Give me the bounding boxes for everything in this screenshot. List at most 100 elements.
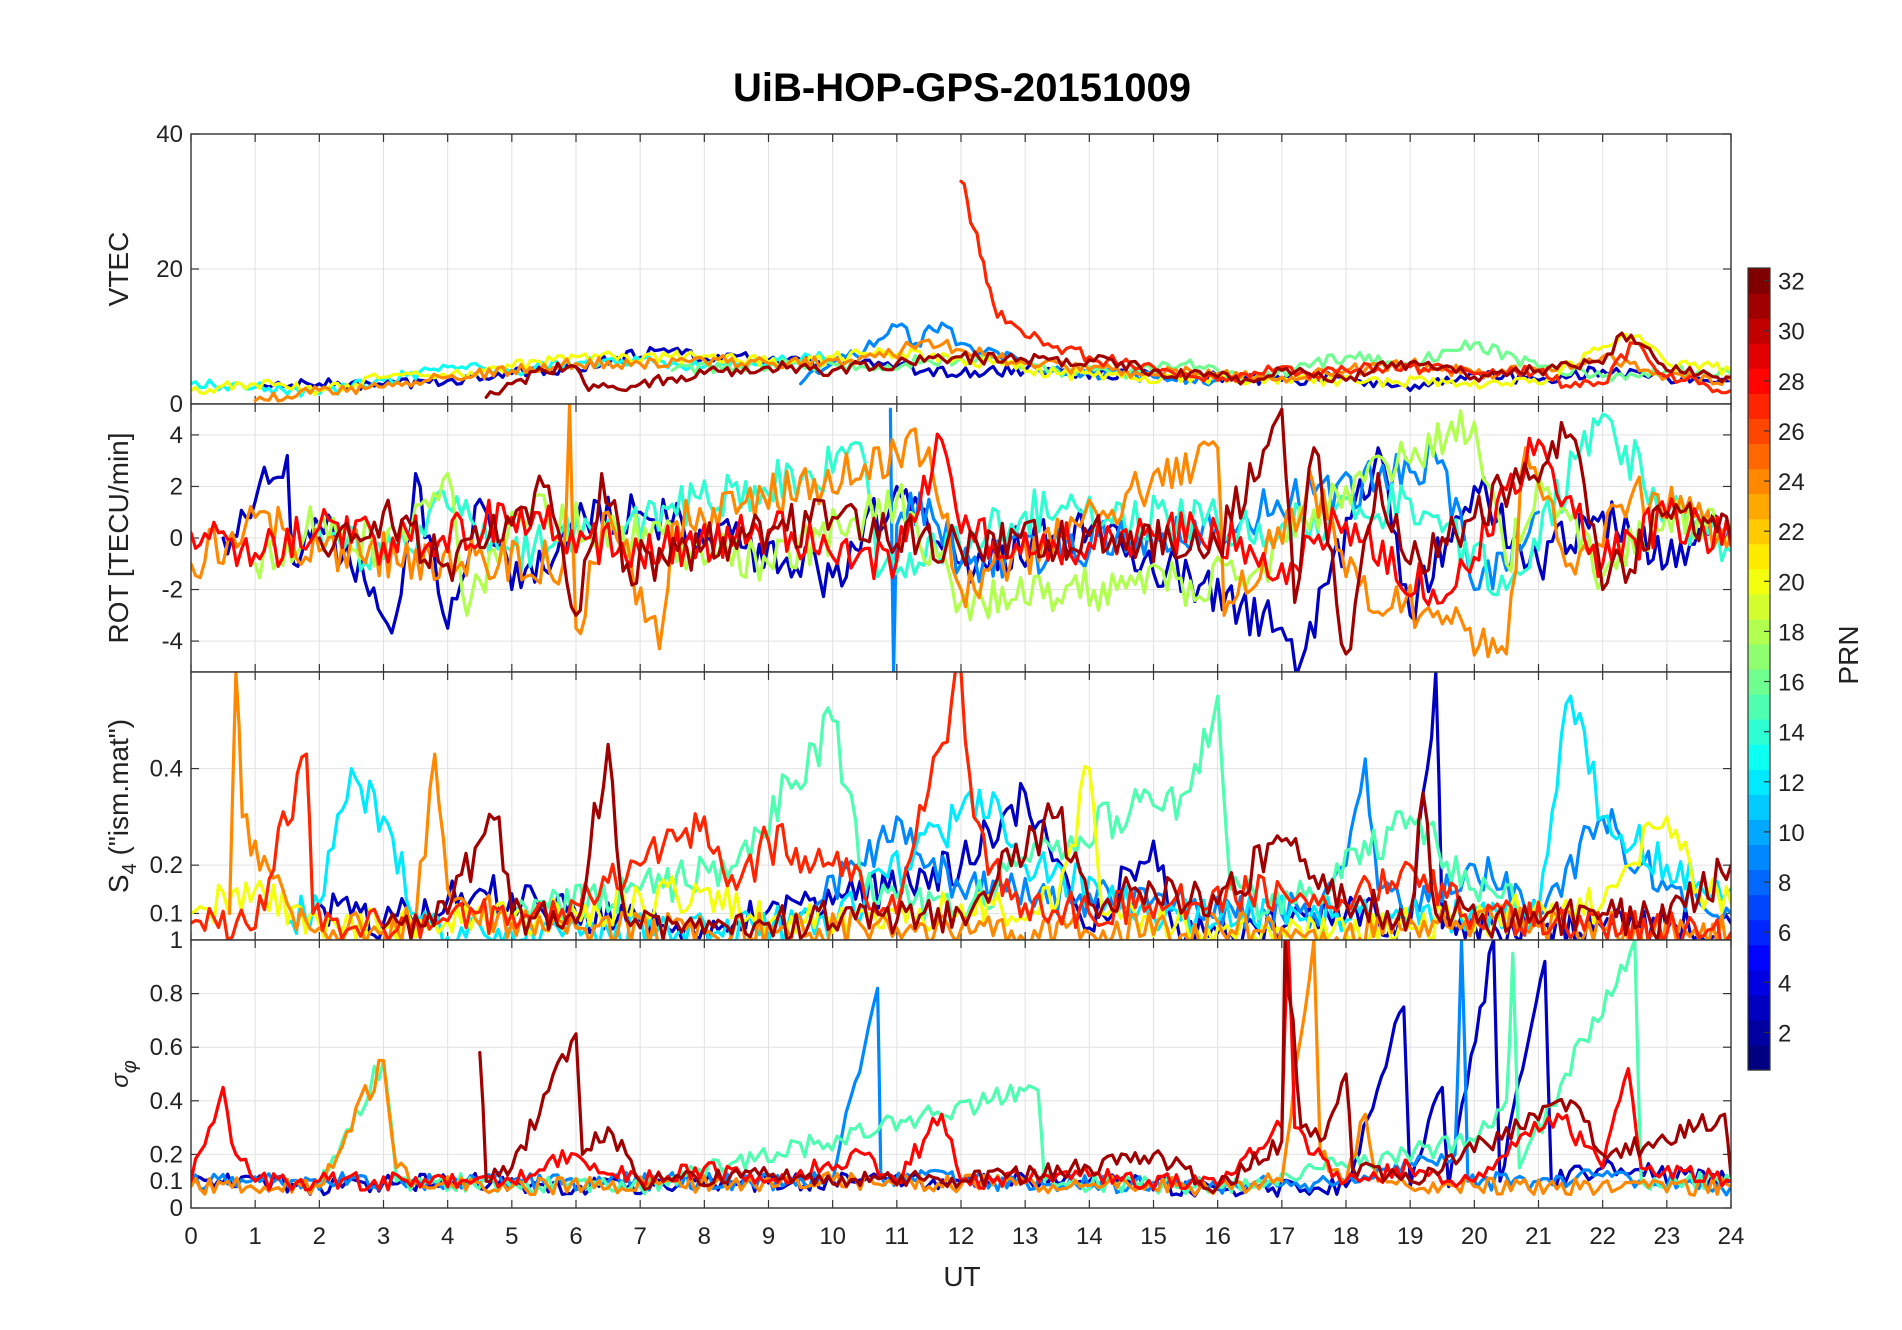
sigphi-ylabel-sub: φ <box>119 1060 141 1073</box>
x-tick-label: 12 <box>948 1223 975 1250</box>
s4-ytick-label: 0.1 <box>150 900 183 927</box>
x-tick-label: 3 <box>377 1223 390 1250</box>
s4-series-prn-24 <box>227 672 1731 940</box>
colorbar-swatch <box>1748 994 1770 1021</box>
colorbar-swatch <box>1748 293 1770 319</box>
colorbar-swatch <box>1748 769 1770 795</box>
vtec-series-group <box>191 179 1731 403</box>
panel-s4: 0.1 0.2 0.4 S4 ("ism.mat") 1 <box>103 671 1732 954</box>
sigphi-series-group <box>191 940 1731 1198</box>
colorbar-swatch <box>1748 568 1770 595</box>
colorbar-swatch <box>1748 318 1770 344</box>
s4-ytick-label: 0.2 <box>150 852 183 879</box>
colorbar-swatch <box>1748 719 1770 745</box>
sigphi-ytick-label: 0.6 <box>150 1034 183 1061</box>
colorbar-swatch <box>1748 443 1770 470</box>
x-tick-label: 2 <box>313 1223 326 1250</box>
colorbar-frame <box>1747 267 1771 1071</box>
colorbar-swatch <box>1748 969 1770 996</box>
colorbar-tick-label: 14 <box>1778 720 1805 747</box>
x-tick-label: 9 <box>762 1223 775 1250</box>
colorbar-tick-label: 2 <box>1778 1020 1791 1047</box>
vtec-ytick-label: 20 <box>156 256 183 283</box>
colorbar-tick-label: 18 <box>1778 619 1805 646</box>
colorbar-tick-label: 26 <box>1778 419 1805 446</box>
colorbar-tick-label: 22 <box>1778 519 1805 546</box>
rot-ytick-label: 4 <box>170 422 183 449</box>
x-tick-label: 20 <box>1461 1223 1488 1250</box>
colorbar-tick-label: 6 <box>1778 920 1791 947</box>
panel-vtec: 0 20 40 VTEC <box>103 121 1732 418</box>
colorbar-swatch <box>1748 368 1770 394</box>
colorbar-tick-label: 12 <box>1778 770 1805 797</box>
colorbar-swatch <box>1748 618 1770 645</box>
x-axis: 0 1 2 3 4 5 6 7 8 9 10 11 12 13 14 15 16 17 18 19 20 21 22 23 24 <box>184 1223 1744 1250</box>
rot-ytick-label: 2 <box>170 473 183 500</box>
colorbar-swatch <box>1748 468 1770 495</box>
x-tick-label: 13 <box>1012 1223 1039 1250</box>
rot-y-axis-label: ROT [TECU/min] <box>103 432 134 643</box>
x-tick-label: 1 <box>248 1223 261 1250</box>
chart-title: UiB-HOP-GPS-20151009 <box>733 66 1191 110</box>
colorbar-swatch <box>1748 343 1770 369</box>
colorbar-swatch <box>1748 694 1770 720</box>
x-tick-label: 22 <box>1589 1223 1616 1250</box>
x-tick-label: 14 <box>1076 1223 1103 1250</box>
s4-top-tick-label: 1 <box>170 927 183 954</box>
rot-ytick-label: 0 <box>170 525 183 552</box>
s4-series-group <box>191 672 1731 940</box>
x-tick-label: 16 <box>1204 1223 1231 1250</box>
colorbar-swatch <box>1748 869 1770 896</box>
colorbar-swatch <box>1748 418 1770 445</box>
x-tick-label: 7 <box>633 1223 646 1250</box>
vtec-series-prn-31 <box>484 331 1731 399</box>
colorbar-swatch <box>1748 393 1770 419</box>
colorbar-tick-label: 4 <box>1778 970 1791 997</box>
x-tick-label: 19 <box>1397 1223 1424 1250</box>
x-tick-label: 5 <box>505 1223 518 1250</box>
vtec-ytick-label: 40 <box>156 121 183 148</box>
vtec-y-axis-label: VTEC <box>103 232 134 307</box>
x-tick-label: 10 <box>819 1223 846 1250</box>
colorbar-swatch <box>1748 894 1770 921</box>
x-tick-label: 24 <box>1718 1223 1745 1250</box>
colorbar-swatch <box>1748 593 1770 620</box>
sigphi-ytick-label: 0.4 <box>150 1088 183 1115</box>
colorbar-swatch <box>1748 1044 1770 1071</box>
x-tick-label: 23 <box>1653 1223 1680 1250</box>
sigphi-ytick-label: 0.8 <box>150 981 183 1008</box>
colorbar-tick-label: 10 <box>1778 820 1805 847</box>
s4-series-prn-31 <box>381 742 1731 940</box>
x-tick-label: 15 <box>1140 1223 1167 1250</box>
x-tick-label: 11 <box>884 1223 909 1250</box>
colorbar-swatch <box>1748 493 1770 520</box>
colorbar-tick-label: 8 <box>1778 870 1791 897</box>
x-tick-label: 8 <box>698 1223 711 1250</box>
sigphi-ytick-label: 0 <box>170 1195 183 1222</box>
sigphi-series-prn-31 <box>478 940 1731 1194</box>
colorbar-swatch <box>1748 944 1770 971</box>
rot-series-prn-28 <box>191 432 1731 607</box>
colorbar-swatch <box>1748 543 1770 570</box>
colorbar-tick-label: 24 <box>1778 469 1805 496</box>
x-tick-label: 17 <box>1268 1223 1295 1250</box>
x-tick-label: 6 <box>569 1223 582 1250</box>
x-tick-label: 4 <box>441 1223 454 1250</box>
colorbar-swatch <box>1748 819 1770 846</box>
s4-y-axis-label: S4 ("ism.mat") <box>103 719 141 893</box>
panel-rot: -4 -2 0 2 4 ROT [TECU/min] <box>103 403 1732 673</box>
rot-series-prn-31 <box>317 407 1731 656</box>
colorbar-tick-label: 20 <box>1778 569 1805 596</box>
colorbar-tick-label: 16 <box>1778 670 1805 697</box>
colorbar-tick-label: 32 <box>1778 269 1805 296</box>
colorbar-label: PRN <box>1833 625 1864 684</box>
colorbar-swatch <box>1748 919 1770 946</box>
colorbar-swatch <box>1748 844 1770 871</box>
sigphi-ytick-label: 0.2 <box>150 1141 183 1168</box>
colorbar-swatch <box>1748 1019 1770 1046</box>
sigphi-y-axis-label: σφ <box>107 1060 141 1088</box>
vtec-ytick-label: 0 <box>170 391 183 418</box>
